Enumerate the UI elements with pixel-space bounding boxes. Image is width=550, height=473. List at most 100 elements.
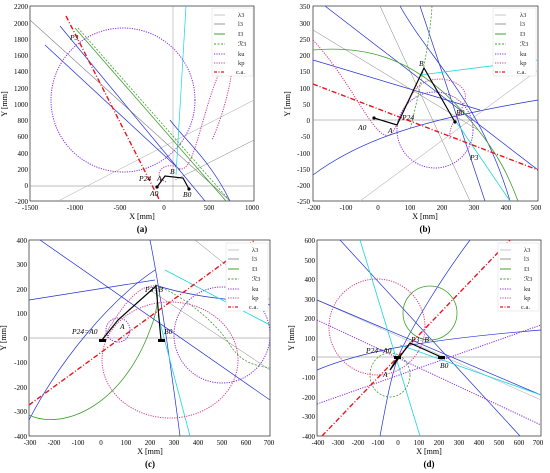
point-label-A: A (382, 370, 388, 379)
xtick-label: 500 (204, 204, 215, 212)
point-label-B0: B0 (440, 361, 449, 370)
legend-label-kp: kp (520, 60, 527, 67)
legend-label-R3: ℛ3 (524, 275, 532, 283)
xtick-label: -200 (48, 439, 61, 447)
xtick-labels: -300 -200 -100 0 100 200 300 400 500 600… (24, 439, 275, 447)
xtick-label: -200 (308, 204, 321, 212)
xtick-label: -200 (352, 439, 365, 447)
panel-a: -200 0 200 400 600 800 1000 1200 1400 16… (0, 3, 260, 234)
legend-box (225, 242, 269, 312)
xtick-label: 600 (514, 439, 525, 447)
legend-label-lambda3: λ3 (524, 247, 530, 254)
pivot-marker (394, 356, 401, 359)
legend-label-l3: l3 (252, 256, 257, 263)
xtick-label: 0 (99, 439, 103, 447)
ytick-label: 300 (300, 20, 311, 28)
ytick-label: 500 (305, 257, 316, 265)
blue-line (39, 240, 270, 401)
ytick-label: -100 (302, 374, 315, 382)
xtick-label: -300 (24, 439, 37, 447)
blue-curve (149, 240, 181, 436)
point-label-A: A (119, 322, 125, 331)
x-axis-label: X [mm] (129, 212, 155, 221)
legend-label-R3: ℛ3 (238, 40, 246, 48)
ytick-label: 200 (305, 315, 316, 323)
legend-label-lambda3: λ3 (238, 12, 244, 19)
point-label-A0: A0 (149, 189, 159, 198)
legend-label-R3: ℛ3 (252, 275, 260, 283)
x-axis-label: X [mm] (416, 447, 442, 456)
panel-b: -250 -200 -150 -100 -50 0 50 100 150 200… (283, 3, 542, 234)
point-label-B0: B0 (183, 190, 192, 199)
xtick-label: 500 (494, 439, 505, 447)
y-axis-label: Y [mm] (283, 91, 292, 117)
legend-label-ku: ku (252, 286, 259, 293)
ytick-label: 800 (18, 117, 29, 125)
point-label-P3-B: P3=B (410, 335, 429, 344)
ytick-label: -400 (302, 433, 315, 441)
legend: λ3 l3 I3 ℛ3 ku kp c.a. (492, 7, 537, 77)
xtick-label: -1000 (67, 204, 84, 212)
y-axis-label: Y [mm] (0, 325, 8, 351)
x-axis-label: X [mm] (137, 447, 163, 456)
ytick-label: 0 (24, 335, 28, 343)
panel-c: -400 -300 -200 -100 0 100 200 300 400 -3… (0, 237, 275, 469)
kp-curve (158, 55, 233, 183)
legend-label-kp: kp (524, 295, 531, 302)
xtick-label: 0 (396, 439, 400, 447)
point-label-P24-A0: P24=A0 (71, 327, 98, 336)
point-label-P3: P3 (469, 153, 479, 162)
ytick-label: -250 (297, 198, 310, 206)
legend-label-I3: I3 (238, 31, 243, 38)
ytick-label: 100 (300, 85, 311, 93)
mechanism-links (373, 66, 456, 126)
ca-line (313, 83, 538, 171)
point-label-A0: A0 (357, 123, 367, 132)
point-labels: P3 B P24 A A0 B0 (69, 33, 192, 199)
panel-caption: (b) (420, 224, 431, 234)
legend-label-ku: ku (520, 51, 527, 58)
ytick-label: -300 (14, 408, 27, 416)
ytick-label: -300 (302, 413, 315, 421)
point-label-P24: P24 (401, 113, 414, 122)
xtick-label: -300 (332, 439, 345, 447)
blue-line (59, 25, 206, 201)
ku-curve (317, 319, 541, 426)
ca-line (65, 15, 161, 201)
legend-box (492, 7, 537, 77)
ku-circle (173, 286, 270, 384)
legend: λ3 l3 I3 ℛ3 ku kp c.a. (225, 242, 269, 312)
ku-circle (105, 317, 131, 343)
xtick-label: 1000 (245, 204, 260, 212)
cyan-line (157, 314, 191, 436)
ytick-label: 2200 (14, 3, 29, 11)
xtick-label: -1500 (22, 204, 39, 212)
panel-caption: (a) (137, 224, 148, 234)
xtick-label: -400 (312, 439, 325, 447)
plot-curves (317, 240, 541, 436)
legend-label-kp: kp (238, 60, 245, 67)
xtick-label: 200 (434, 439, 445, 447)
panel-caption: (c) (145, 459, 155, 469)
ytick-label: 0 (25, 182, 29, 190)
R3-curve (154, 285, 270, 369)
ytick-label: 1400 (14, 68, 29, 76)
kp-circle (328, 278, 426, 376)
xtick-label: 100 (414, 439, 425, 447)
mechanism-links (156, 175, 190, 190)
point-labels: P3=B P24=A0 A B0 (71, 285, 173, 336)
ytick-label: 1200 (14, 85, 29, 93)
cyan-line (399, 344, 541, 396)
ytick-label: 1800 (14, 36, 29, 44)
l3-line (379, 6, 471, 201)
ytick-label: 50 (303, 101, 311, 109)
point-label-P24: P24 (138, 174, 151, 183)
ca-line (29, 240, 256, 406)
legend: λ3 l3 I3 ℛ3 ku kp c.a. (211, 7, 254, 77)
kp-curve (101, 285, 156, 341)
point-label-B: B (419, 59, 424, 68)
blue-curve (29, 269, 156, 421)
xtick-label: -100 (340, 204, 353, 212)
ytick-label: -200 (297, 182, 310, 190)
